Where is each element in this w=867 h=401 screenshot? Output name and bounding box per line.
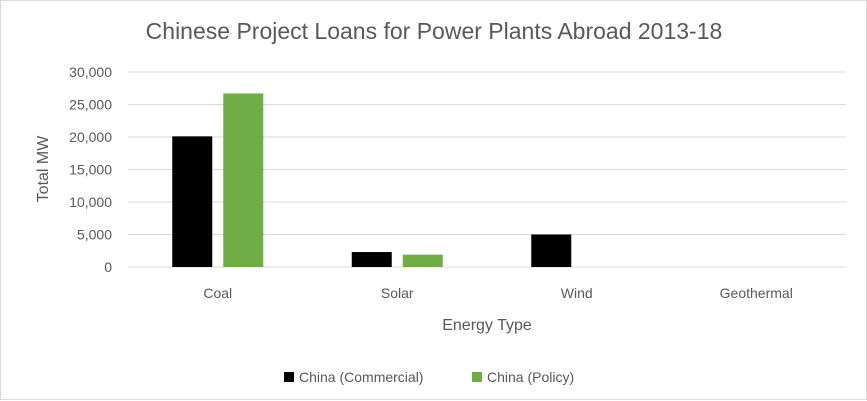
legend-label-policy: China (Policy) [487, 369, 574, 385]
bar-wind-commercial [531, 234, 572, 267]
y-axis-ticks: 0 5,000 10,000 15,000 20,000 25,000 30,000 [69, 64, 112, 275]
y-tick-label: 5,000 [77, 227, 112, 243]
bar-coal-commercial [172, 136, 213, 267]
y-tick-label: 20,000 [69, 129, 112, 145]
bars [172, 93, 572, 267]
x-tick-label: Solar [381, 285, 414, 301]
bar-coal-policy [223, 93, 264, 267]
y-tick-label: 0 [104, 259, 112, 275]
legend-swatch-policy [472, 372, 482, 382]
y-tick-label: 25,000 [69, 97, 112, 113]
bar-solar-policy [402, 254, 443, 267]
chart-title: Chinese Project Loans for Power Plants A… [146, 18, 723, 44]
x-axis-ticks: Coal Solar Wind Geothermal [203, 285, 792, 301]
legend: China (Commercial) China (Policy) [284, 369, 574, 385]
x-tick-label: Wind [561, 285, 593, 301]
y-tick-label: 15,000 [69, 162, 112, 178]
y-tick-label: 30,000 [69, 64, 112, 80]
x-axis-title: Energy Type [442, 317, 532, 334]
y-tick-label: 10,000 [69, 194, 112, 210]
legend-label-commercial: China (Commercial) [299, 369, 423, 385]
x-tick-label: Coal [203, 285, 232, 301]
x-tick-label: Geothermal [720, 285, 793, 301]
bar-solar-commercial [351, 252, 392, 267]
y-axis-title: Total MW [35, 135, 52, 203]
legend-swatch-commercial [284, 372, 294, 382]
